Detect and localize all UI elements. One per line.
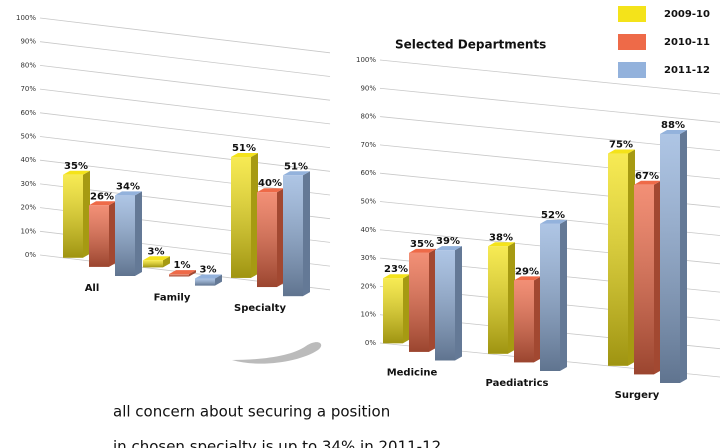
data-label: 35% [64,161,88,172]
data-label: 51% [232,143,256,154]
grid-line [40,113,330,148]
bar-shade [488,246,508,354]
data-label: 3% [200,264,217,275]
y-tick-label: 90% [20,38,36,46]
bar-shade [115,195,135,276]
caption: in chosen specialty is up to 34% in 2011… [113,438,441,448]
data-label: 29% [515,266,539,277]
grid-line [40,65,330,100]
bar-shade [63,175,83,258]
legend-swatch [618,34,646,50]
y-tick-label: 20% [360,282,376,290]
bar-side [429,249,436,352]
bar-side [83,171,90,258]
y-tick-label: 100% [16,14,36,22]
data-label: 35% [410,239,434,250]
data-label: 34% [116,181,140,192]
legend-label: 2009-10 [664,9,710,20]
y-tick-label: 100% [356,56,376,64]
y-tick-label: 30% [360,254,376,262]
data-label: 67% [635,171,659,182]
y-tick-label: 70% [360,141,376,149]
caption: all concern about securing a position [113,403,390,421]
bar-shade [195,278,215,285]
y-tick-label: 60% [20,109,36,117]
data-label: 51% [284,161,308,172]
bar-shade [435,250,455,360]
data-label: 3% [148,246,165,257]
bar-shade [169,274,189,276]
x-tick-label: Medicine [387,368,438,379]
y-tick-label: 50% [20,133,36,141]
bar-side [403,274,410,343]
bar-shade [257,192,277,287]
data-label: 38% [489,232,513,243]
chart-title: Selected Departments [395,38,546,52]
grid-line [40,18,330,53]
x-tick-label: Surgery [615,390,660,401]
bar-shade [143,260,163,267]
grid-line [40,89,330,124]
bar-shade [283,175,303,296]
bar-shade [409,253,429,352]
bar-side [534,276,541,362]
y-tick-label: 60% [360,169,376,177]
data-label: 23% [384,264,408,275]
y-tick-label: 40% [360,226,376,234]
bar-side [560,220,567,371]
bar-side [455,246,462,360]
y-tick-label: 0% [25,251,36,259]
bar-shade [540,224,560,371]
bar-side [654,181,661,375]
bar-shade [514,280,534,362]
x-tick-label: All [85,283,100,294]
y-tick-label: 50% [360,198,376,206]
y-tick-label: 80% [360,113,376,121]
bar-shade [660,134,680,383]
bar-shade [89,205,109,267]
data-label: 39% [436,236,460,247]
legend-swatch [618,62,646,78]
data-label: 75% [609,140,633,151]
y-tick-label: 30% [20,180,36,188]
data-label: 88% [661,120,685,131]
bar-side [109,201,116,267]
bar-side [135,191,142,276]
bar-shade [231,157,251,278]
x-tick-label: Specialty [234,303,286,314]
data-label: 26% [90,191,114,202]
data-label: 52% [541,210,565,221]
grid-line [40,42,330,77]
bar-side [508,242,515,354]
y-tick-label: 80% [20,61,36,69]
bar-shade [383,278,403,343]
bar-side [303,171,310,296]
chart: Selected Departments all concern about s… [0,0,726,448]
y-tick-label: 40% [20,156,36,164]
data-label: 1% [174,260,191,271]
bar-shade [608,154,628,366]
bar-side [277,188,284,287]
decoration [232,342,321,363]
bar-side [251,153,258,278]
grid-line [380,88,720,122]
legend-swatch [618,6,646,22]
data-label: 40% [258,178,282,189]
bar-side [628,150,635,366]
y-tick-label: 70% [20,85,36,93]
legend-label: 2011-12 [664,65,710,76]
y-tick-label: 20% [20,204,36,212]
bar-side [680,130,687,383]
y-tick-label: 10% [20,227,36,235]
bar-shade [634,185,654,375]
y-tick-label: 10% [360,311,376,319]
x-tick-label: Paediatrics [486,378,549,389]
x-tick-label: Family [154,293,191,304]
y-tick-label: 0% [365,339,376,347]
y-tick-label: 90% [360,84,376,92]
legend-label: 2010-11 [664,37,710,48]
